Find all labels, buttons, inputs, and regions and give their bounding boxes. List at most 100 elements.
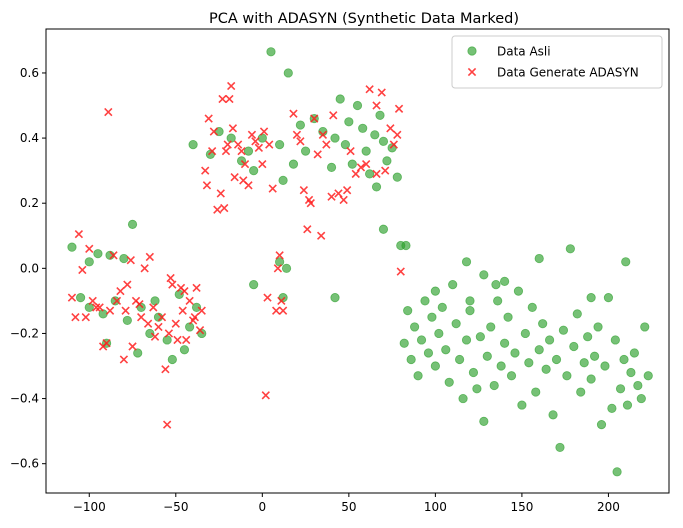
- data-point: [579, 358, 589, 368]
- data-point: [503, 312, 513, 322]
- data-point: [352, 100, 363, 111]
- data-point: [240, 159, 250, 169]
- data-point: [622, 400, 633, 410]
- data-point: [626, 367, 636, 378]
- data-point: [493, 296, 503, 306]
- data-point: [603, 293, 614, 303]
- data-point: [178, 306, 187, 315]
- data-point: [133, 348, 143, 358]
- data-point: [619, 354, 629, 365]
- data-point: [607, 403, 617, 413]
- data-point: [479, 270, 489, 280]
- data-point: [347, 159, 357, 169]
- data-point: [416, 335, 427, 345]
- data-point: [85, 244, 94, 253]
- data-point: [329, 111, 338, 120]
- data-point: [327, 192, 336, 201]
- data-point: [517, 400, 527, 410]
- data-point: [161, 365, 170, 374]
- y-axis: −0.6 −0.4 −0.2 0.0 0.2 0.4 0.6: [10, 66, 46, 471]
- data-point: [461, 257, 472, 267]
- data-point: [586, 374, 596, 384]
- data-point: [489, 380, 499, 391]
- x-tick-label: 200: [597, 500, 620, 514]
- data-point: [277, 296, 286, 306]
- data-point: [394, 104, 404, 113]
- data-point: [128, 342, 137, 351]
- data-point: [615, 384, 626, 394]
- data-point: [261, 391, 270, 400]
- data-point: [162, 420, 172, 429]
- data-point: [278, 306, 288, 315]
- data-point: [316, 231, 326, 240]
- data-point: [292, 130, 302, 139]
- data-point: [640, 322, 650, 332]
- data-point: [150, 332, 160, 341]
- data-point: [76, 293, 86, 303]
- data-point: [339, 195, 348, 205]
- data-point: [299, 186, 309, 195]
- data-point: [382, 156, 392, 166]
- data-point: [344, 117, 354, 127]
- data-point: [586, 293, 596, 303]
- data-point: [167, 354, 177, 365]
- data-point: [247, 130, 257, 139]
- data-point: [81, 313, 90, 322]
- data-point: [361, 146, 371, 156]
- data-point: [283, 68, 293, 78]
- data-point: [92, 303, 101, 312]
- data-point: [122, 315, 132, 326]
- data-point: [629, 348, 639, 358]
- legend: Data Asli Data Generate ADASYN: [451, 35, 663, 89]
- data-point: [531, 387, 541, 397]
- data-point: [185, 296, 194, 306]
- data-point: [179, 345, 190, 355]
- data-point: [403, 306, 413, 316]
- data-point: [209, 127, 219, 136]
- x-tick-label: −100: [73, 500, 106, 514]
- data-point: [166, 273, 175, 283]
- x-tick-label: 100: [424, 500, 447, 514]
- data-point: [273, 264, 283, 273]
- data-point: [326, 162, 337, 172]
- data-point: [226, 133, 236, 143]
- data-point: [168, 280, 177, 289]
- data-point: [612, 467, 622, 477]
- data-point: [496, 361, 506, 371]
- y-tick-label: 0.2: [20, 196, 39, 210]
- data-point: [381, 166, 390, 175]
- data-point: [223, 140, 232, 149]
- data-point: [288, 159, 299, 169]
- data-point: [351, 169, 360, 179]
- series-layer: [67, 47, 653, 477]
- data-point: [137, 313, 146, 322]
- data-point: [358, 123, 368, 133]
- data-point: [441, 345, 451, 355]
- data-point: [233, 140, 243, 149]
- data-point: [393, 130, 402, 139]
- data-point: [342, 186, 352, 195]
- data-point: [541, 364, 551, 374]
- data-point: [365, 169, 375, 179]
- data-point: [610, 335, 620, 345]
- data-point: [451, 319, 461, 329]
- data-point: [271, 306, 281, 315]
- data-point: [310, 114, 319, 123]
- data-point: [378, 136, 389, 146]
- data-point: [95, 303, 104, 312]
- data-point: [188, 139, 198, 150]
- data-point: [143, 319, 153, 328]
- data-point: [71, 313, 80, 322]
- data-point: [259, 127, 269, 136]
- data-point: [600, 361, 610, 371]
- data-point: [406, 354, 416, 365]
- data-point: [430, 286, 440, 296]
- data-point: [513, 286, 524, 296]
- data-point: [572, 309, 582, 319]
- data-point: [356, 163, 366, 172]
- data-point: [265, 140, 274, 149]
- data-point: [221, 146, 231, 156]
- legend-box: [451, 35, 663, 89]
- data-point: [119, 355, 129, 364]
- data-point: [423, 348, 434, 358]
